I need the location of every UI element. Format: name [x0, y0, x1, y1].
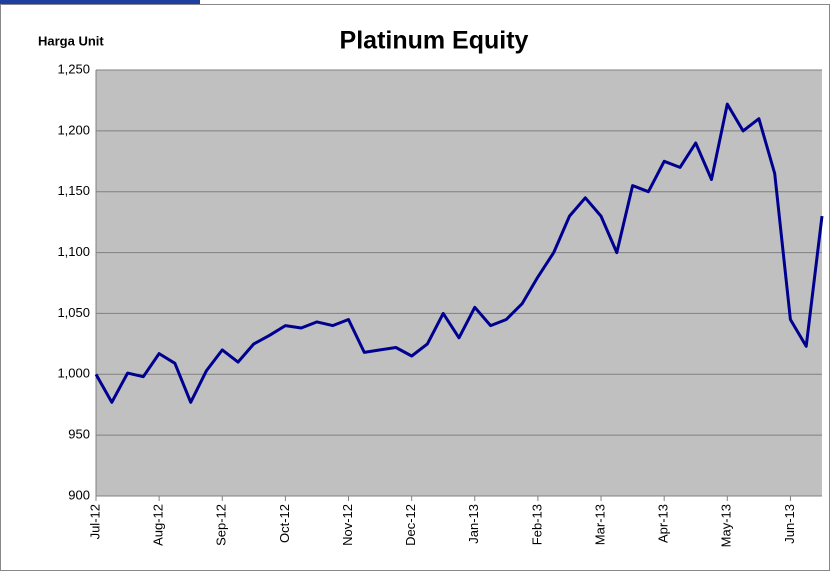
- x-tick-label: May-13: [719, 504, 734, 547]
- y-tick-label: 1,050: [57, 305, 90, 320]
- header-bar: [0, 0, 200, 4]
- x-tick-label: Aug-12: [151, 504, 166, 546]
- plot-area: [96, 70, 822, 496]
- y-tick-label: 1,100: [57, 244, 90, 259]
- y-tick-label: 950: [68, 427, 90, 442]
- x-tick-label: Feb-13: [529, 504, 544, 545]
- y-tick-label: 900: [68, 487, 90, 502]
- y-tick-label: 1,250: [57, 61, 90, 76]
- x-tick-label: Apr-13: [656, 504, 671, 543]
- x-tick-label: Jan-13: [466, 504, 481, 544]
- x-tick-label: Jun-13: [782, 504, 797, 544]
- chart-title: Platinum Equity: [340, 27, 529, 55]
- x-tick-label: Nov-12: [340, 504, 355, 546]
- y-tick-label: 1,150: [57, 183, 90, 198]
- y-tick-label: 1,200: [57, 122, 90, 137]
- x-tick-label: Sep-12: [214, 504, 229, 546]
- x-tick-label: Dec-12: [403, 504, 418, 546]
- x-tick-label: Mar-13: [592, 504, 607, 545]
- y-axis-label: Harga Unit: [38, 33, 104, 48]
- x-tick-label: Oct-12: [277, 504, 292, 543]
- y-tick-label: 1,000: [57, 366, 90, 381]
- x-tick-label: Jul-12: [87, 504, 102, 539]
- line-series: [94, 102, 824, 404]
